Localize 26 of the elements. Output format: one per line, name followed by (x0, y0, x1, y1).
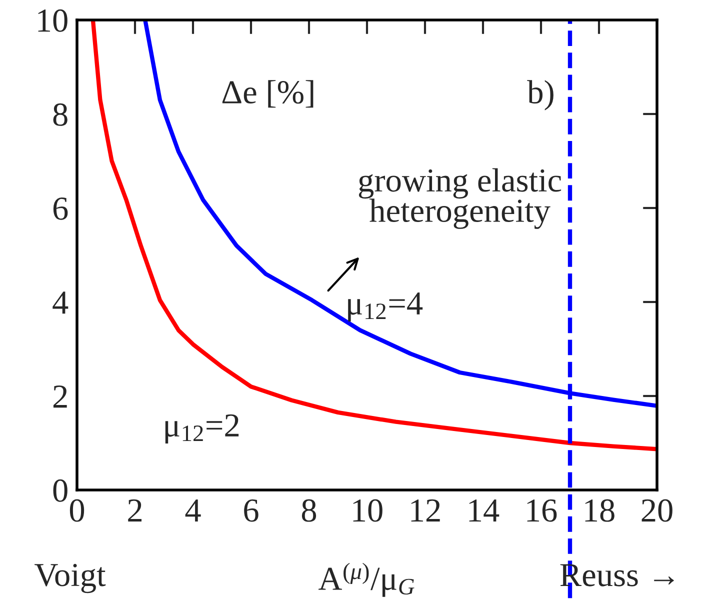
series-label: μ$_{12}$=4 (348, 292, 423, 322)
x-tick-label: 20 (642, 499, 672, 522)
text: Reuss → (560, 564, 674, 586)
y-tick-label: 10 (38, 9, 68, 32)
y-tick-label: 8 (53, 103, 68, 126)
x-tick-label: 16 (527, 499, 557, 522)
text: Voigt (34, 564, 106, 594)
x-tick-label: 12 (411, 499, 440, 522)
x-tick-label: 4 (185, 500, 201, 522)
annotation: b) (527, 80, 554, 110)
annotation: growing elastic heterogeneity (358, 168, 562, 229)
x-tick-label: 14 (469, 499, 500, 522)
x-tick-label: 2 (128, 499, 142, 522)
x-tick-label: 8 (302, 499, 316, 522)
y-tick-label: 2 (53, 385, 67, 408)
series-label: μ$_{12}$=2 (165, 414, 239, 444)
x-tick-label: 18 (585, 499, 614, 522)
annotation: Δe [%] (222, 80, 314, 108)
line-series (90, 20, 657, 452)
x-tick-label: 0 (70, 499, 84, 522)
x-tick-label: 6 (244, 499, 258, 522)
y-tick-label: 0 (53, 479, 68, 502)
y-tick-label: 4 (52, 292, 68, 314)
x-axis-title: A$^{(μ)}$/μ$_{G}$ (318, 562, 414, 597)
x-tick-label: 10 (353, 499, 382, 522)
y-tick-label: 6 (53, 197, 68, 220)
